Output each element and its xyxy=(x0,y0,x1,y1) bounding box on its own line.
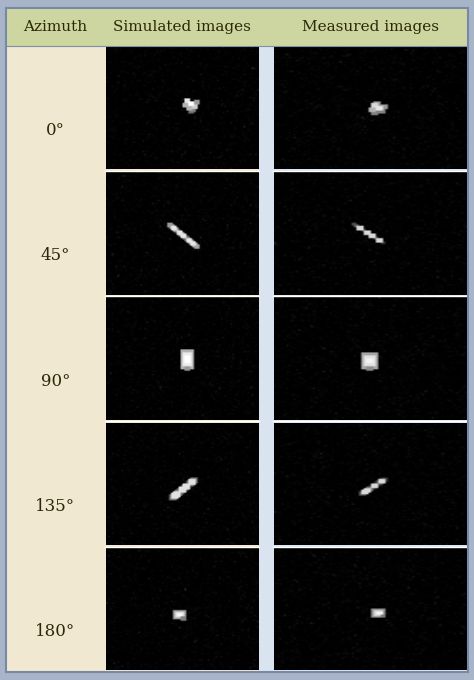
Text: 0°: 0° xyxy=(46,122,65,139)
Bar xyxy=(259,46,468,672)
Text: 180°: 180° xyxy=(35,624,75,641)
Bar xyxy=(6,8,468,46)
Text: 90°: 90° xyxy=(41,373,70,390)
Text: Measured images: Measured images xyxy=(302,20,439,34)
Text: 45°: 45° xyxy=(41,248,70,265)
Text: Azimuth: Azimuth xyxy=(23,20,88,34)
Text: 135°: 135° xyxy=(36,498,75,515)
Text: Simulated images: Simulated images xyxy=(113,20,251,34)
